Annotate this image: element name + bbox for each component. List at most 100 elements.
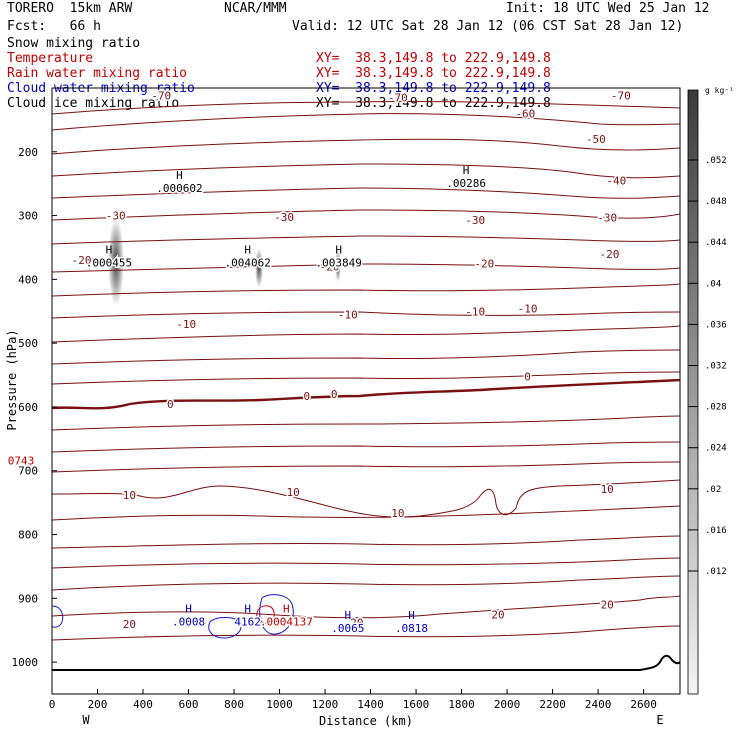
field-xy: XY= 38.3,149.8 to 222.9,149.8 [316, 51, 551, 66]
isotherm-line [52, 371, 680, 385]
colorbar-tick-label: .044 [705, 238, 727, 248]
colorbar [687, 89, 699, 695]
isotherm-line [52, 557, 680, 569]
maximum-value: .0818 [395, 622, 428, 635]
maximum-marker: H [283, 603, 290, 616]
maximum-marker: H [244, 244, 251, 257]
cloud-water-line [208, 617, 242, 639]
isotherm-line [52, 209, 680, 221]
isotherm-label: -20 [320, 261, 340, 274]
maximum-value: .004062 [225, 257, 271, 270]
maximum-marker: H [463, 164, 470, 177]
colorbar-tick-label: .028 [705, 403, 727, 413]
y-tick-label: 800 [18, 529, 38, 542]
isotherm-label: 20 [350, 617, 363, 630]
shade-column [335, 250, 341, 282]
isotherm-line [52, 100, 680, 115]
y-axis-label: Pressure (hPa) [5, 329, 19, 430]
field-name: Temperature [7, 51, 94, 66]
isotherm-line [52, 349, 680, 365]
x-tick-label: 1200 [312, 698, 339, 711]
isotherm-line [52, 325, 680, 343]
x-tick-label: 2400 [585, 698, 612, 711]
maximum-value: .0004137 [260, 616, 313, 629]
colorbar-tick-label: .024 [705, 444, 727, 454]
isotherm-line [52, 461, 680, 473]
rain-water-line [256, 605, 275, 624]
isotherm-label: -30 [465, 214, 485, 227]
isotherm-line [52, 235, 680, 245]
x-tick-label: 2000 [494, 698, 521, 711]
isotherm-line [52, 283, 680, 297]
isotherm-line [52, 415, 680, 431]
colorbar-unit: g kg⁻¹ [705, 86, 734, 95]
maximum-value: .003849 [316, 257, 362, 270]
field-xy: XY= 38.3,149.8 to 222.9,149.8 [316, 66, 551, 81]
model-title: TORERO 15km ARW [7, 1, 133, 16]
isotherm-label: -40 [606, 174, 626, 187]
colorbar-tick-label: .036 [705, 320, 727, 330]
isotherm-label: -30 [274, 211, 294, 224]
isotherm-label: 20 [601, 599, 614, 612]
colorbar-tick-label: .032 [705, 362, 727, 372]
isotherm-label: 10 [601, 483, 614, 496]
colorbar-tick-label: .016 [705, 526, 727, 536]
maximum-value: .0065 [331, 622, 364, 635]
isotherm-label: -20 [600, 248, 620, 261]
isotherm-label: -10 [518, 303, 538, 316]
isotherm-label: 10 [123, 489, 136, 502]
x-tick-label: 2600 [630, 698, 657, 711]
field-xy: XY= 38.3,149.8 to 222.9,149.8 [316, 96, 551, 111]
y-tick-label: 500 [18, 337, 38, 350]
cloud-water-line [259, 594, 294, 635]
maximum-marker: H [244, 603, 251, 616]
isotherm-label: -70 [388, 92, 408, 105]
center-title: NCAR/MMM [224, 1, 287, 16]
maximum-marker: H [106, 244, 113, 257]
x-tick-label: 800 [224, 698, 244, 711]
east-label: E [656, 713, 663, 727]
y-tick-label: 200 [18, 146, 38, 159]
shade-column [255, 248, 263, 288]
cloud-water-contours [52, 594, 294, 639]
x-tick-label: 2200 [539, 698, 566, 711]
maximum-value: .00286 [446, 177, 486, 190]
isotherm-label: 20 [491, 608, 504, 621]
terrain-line [52, 654, 681, 671]
maximum-marker: H [408, 609, 415, 622]
maximum-value: .000602 [156, 182, 202, 195]
isotherm-line [52, 479, 680, 518]
x-axis-label: Distance (km) [319, 714, 413, 728]
maximum-marker: H [185, 603, 192, 616]
forecast-hour: Fcst: 66 h [7, 19, 101, 34]
x-tick-label: 1600 [403, 698, 430, 711]
colorbar-tick-label: .012 [705, 567, 727, 577]
isotherm-label: -70 [151, 90, 171, 103]
mixing-ratio-shading [108, 218, 341, 306]
field-name: Rain water mixing ratio [7, 66, 188, 81]
isotherm-label: 0 [331, 388, 338, 401]
isotherm-label: 0 [167, 398, 174, 411]
y-tick-label: 600 [18, 401, 38, 414]
y-tick-label: 700 [18, 465, 38, 478]
x-tick-label: 200 [88, 698, 108, 711]
y-tick-label: 900 [18, 592, 38, 605]
isotherm-line [52, 163, 680, 179]
isotherm-label: -30 [597, 211, 617, 224]
isotherm-line [52, 575, 680, 591]
isotherm-label: 10 [391, 507, 404, 520]
isotherm-label: -20 [474, 257, 494, 270]
isotherm-line [52, 311, 680, 319]
isotherm-label: -10 [176, 318, 196, 331]
isotherm-line [52, 378, 680, 410]
y-tick-label: 1000 [12, 656, 39, 669]
isotherm-line [52, 535, 680, 549]
x-tick-label: 600 [179, 698, 199, 711]
temperature-contours [52, 100, 680, 641]
maximum-marker: H [176, 169, 183, 182]
maximum-marker: H [344, 609, 351, 622]
x-tick-label: 1400 [357, 698, 384, 711]
x-tick-label: 1800 [448, 698, 475, 711]
isotherm-label: 0 [524, 370, 531, 383]
